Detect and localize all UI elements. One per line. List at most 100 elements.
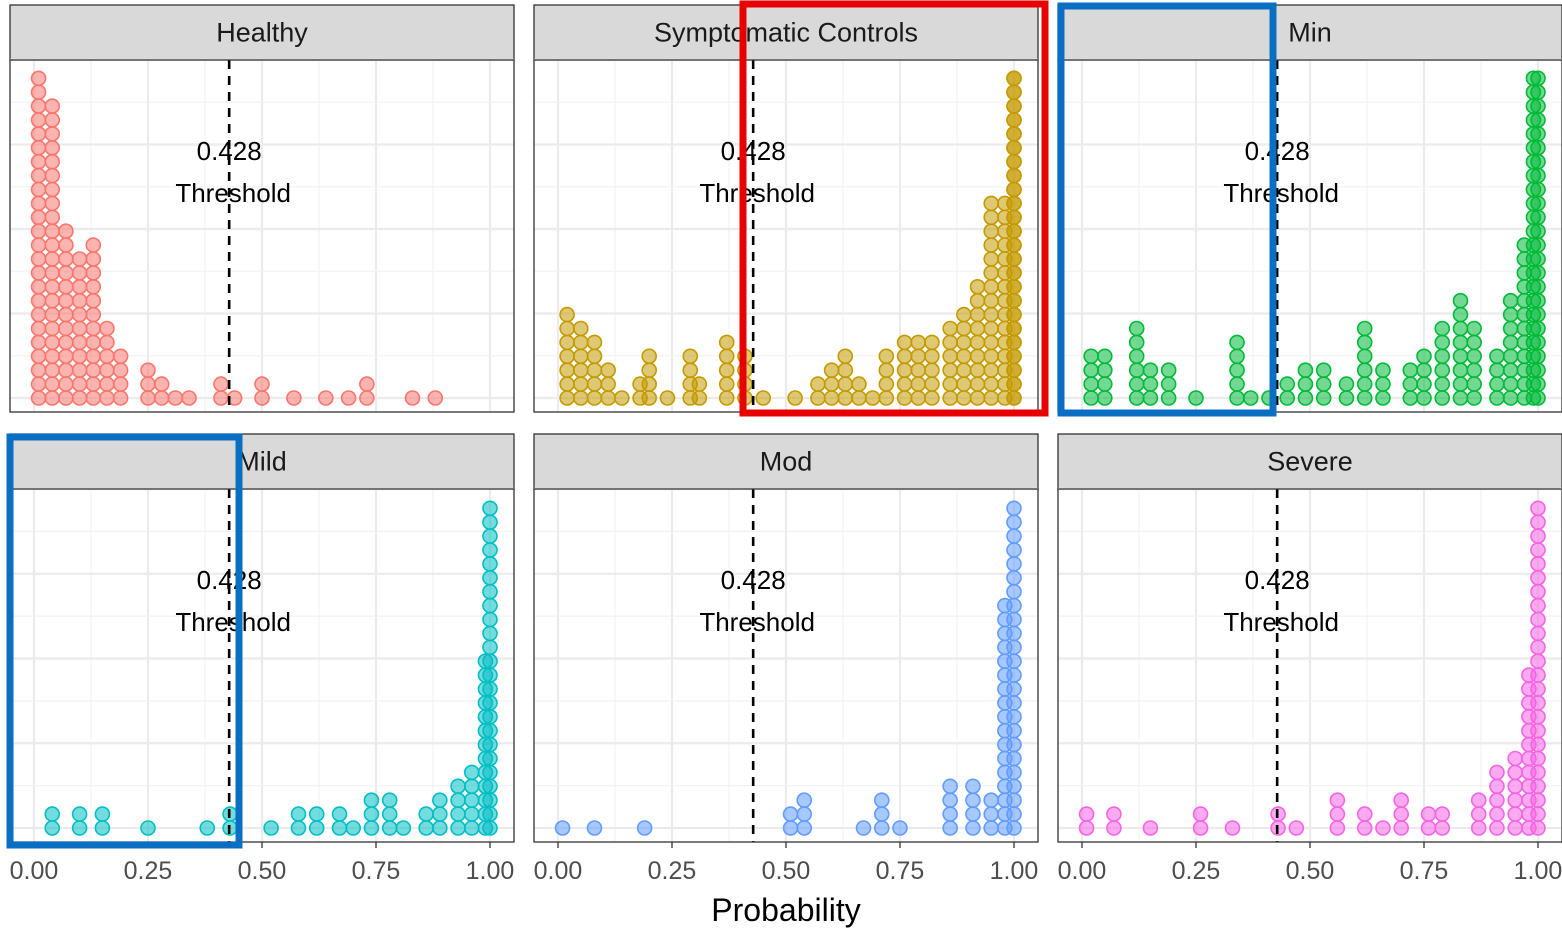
- dot: [1489, 778, 1505, 795]
- dot: [600, 376, 616, 392]
- dot: [924, 390, 940, 406]
- dot: [755, 390, 772, 406]
- dot: [482, 528, 498, 544]
- dot: [30, 251, 47, 267]
- x-tick-label: 0.25: [648, 857, 697, 885]
- facet-min: Min 0.428 Threshold: [1057, 4, 1562, 413]
- dot: [30, 237, 47, 253]
- dot: [1507, 792, 1523, 809]
- dot: [1507, 750, 1523, 767]
- dot: [823, 390, 840, 406]
- dot: [942, 792, 958, 809]
- dot: [181, 390, 197, 406]
- dot: [1530, 126, 1546, 142]
- dot: [1128, 362, 1145, 379]
- dot: [1452, 362, 1469, 379]
- dot: [586, 348, 603, 365]
- dot: [896, 362, 913, 379]
- dot: [1489, 390, 1505, 406]
- dot: [559, 320, 575, 337]
- dot: [983, 806, 1000, 822]
- dot: [924, 334, 940, 351]
- dot: [1006, 209, 1022, 226]
- dot: [463, 764, 480, 781]
- threshold-text-label: Threshold: [699, 607, 815, 637]
- dot: [1375, 390, 1391, 406]
- dot: [1530, 265, 1546, 281]
- x-tick-label: 0.75: [1400, 857, 1449, 885]
- dot: [1502, 348, 1519, 365]
- dot: [1288, 820, 1305, 836]
- dot: [58, 237, 74, 253]
- dot: [71, 278, 88, 295]
- dot: [30, 292, 47, 309]
- dot: [1530, 209, 1546, 226]
- dot: [1128, 348, 1145, 365]
- dot: [71, 390, 88, 406]
- dots-symptomatic-controls: [559, 70, 1022, 406]
- dot: [1530, 251, 1546, 267]
- dot: [1006, 583, 1022, 600]
- dot: [956, 390, 972, 406]
- dot: [896, 390, 913, 406]
- dot: [44, 820, 61, 836]
- dot: [1006, 292, 1022, 309]
- dot: [837, 348, 854, 365]
- dot: [1192, 820, 1209, 836]
- dot: [140, 820, 156, 836]
- dot: [44, 292, 61, 309]
- dot: [910, 376, 927, 392]
- dot: [1097, 362, 1113, 379]
- dot: [1083, 362, 1099, 379]
- dot: [1530, 390, 1546, 406]
- dot: [85, 237, 102, 253]
- dot: [463, 778, 480, 795]
- dot: [44, 195, 61, 212]
- facet-mod: Mod 0.428 Threshold: [533, 433, 1039, 843]
- dot: [30, 98, 47, 114]
- dots-healthy: [30, 70, 444, 406]
- dot: [1452, 390, 1469, 406]
- dot: [1420, 806, 1437, 822]
- dot: [1006, 500, 1022, 517]
- dot: [1530, 806, 1546, 822]
- facet-healthy: Healthy 0.428 Threshold: [9, 4, 515, 413]
- dot: [1502, 390, 1519, 406]
- dot: [1297, 376, 1314, 392]
- dot: [965, 820, 981, 836]
- dot: [58, 251, 74, 267]
- dot: [30, 167, 47, 184]
- dot: [796, 806, 813, 822]
- threshold-value-label: 0.428: [1245, 136, 1310, 166]
- dot: [942, 390, 958, 406]
- dot: [1416, 390, 1432, 406]
- dot: [1489, 348, 1505, 365]
- dot: [1530, 778, 1546, 795]
- dot: [1142, 362, 1159, 379]
- dot: [586, 390, 603, 406]
- dot: [99, 348, 115, 365]
- dot: [140, 390, 156, 406]
- dot: [1452, 376, 1469, 392]
- dot: [44, 140, 61, 156]
- dot: [1530, 153, 1546, 170]
- dot: [30, 223, 47, 239]
- dot: [482, 778, 498, 795]
- dot: [924, 376, 940, 392]
- dot: [1507, 820, 1523, 836]
- dot: [1452, 306, 1469, 323]
- dot: [1006, 528, 1022, 544]
- dot: [641, 362, 658, 379]
- dot: [1006, 362, 1022, 379]
- dot: [1530, 514, 1546, 531]
- dot: [1006, 514, 1022, 531]
- dot: [112, 362, 129, 379]
- dot: [1160, 362, 1177, 379]
- dot: [796, 820, 813, 836]
- dot: [1006, 153, 1022, 170]
- dot: [450, 820, 466, 836]
- dot: [1530, 167, 1546, 184]
- facet-strip-symptomatic-controls: [533, 4, 1039, 61]
- dot: [1006, 167, 1022, 184]
